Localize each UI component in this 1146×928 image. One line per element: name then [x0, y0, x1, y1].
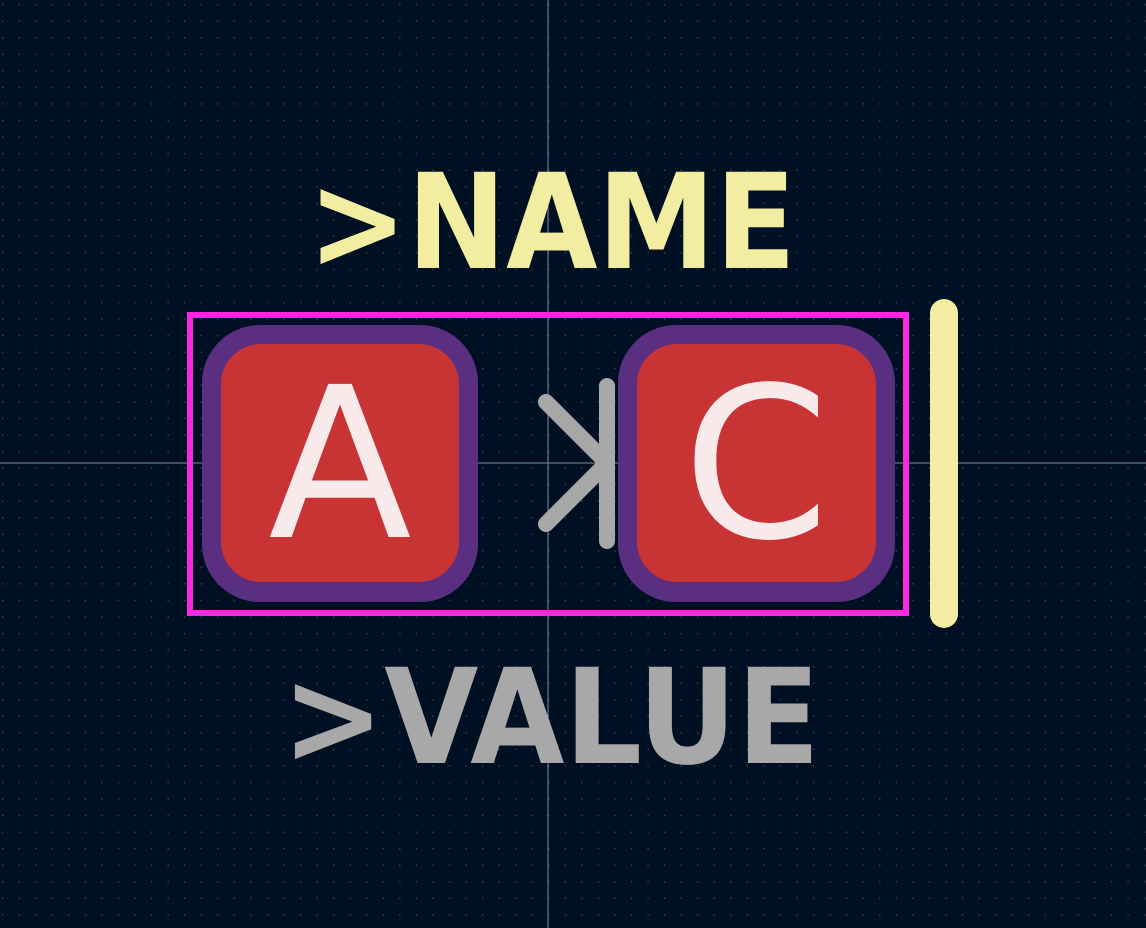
- pad-anode-label: A: [268, 342, 412, 587]
- pad-cathode[interactable]: C: [618, 325, 895, 602]
- value-field[interactable]: >VALUE: [282, 641, 820, 795]
- pad-cathode-label: C: [683, 342, 830, 587]
- reference-field[interactable]: >NAME: [308, 146, 796, 300]
- pad-anode-copper: [221, 344, 459, 582]
- courtyard-outline[interactable]: [187, 312, 909, 616]
- pad-anode[interactable]: A: [202, 325, 478, 602]
- diode-cathode-icon: [538, 378, 615, 549]
- pad-cathode-copper: [637, 344, 876, 582]
